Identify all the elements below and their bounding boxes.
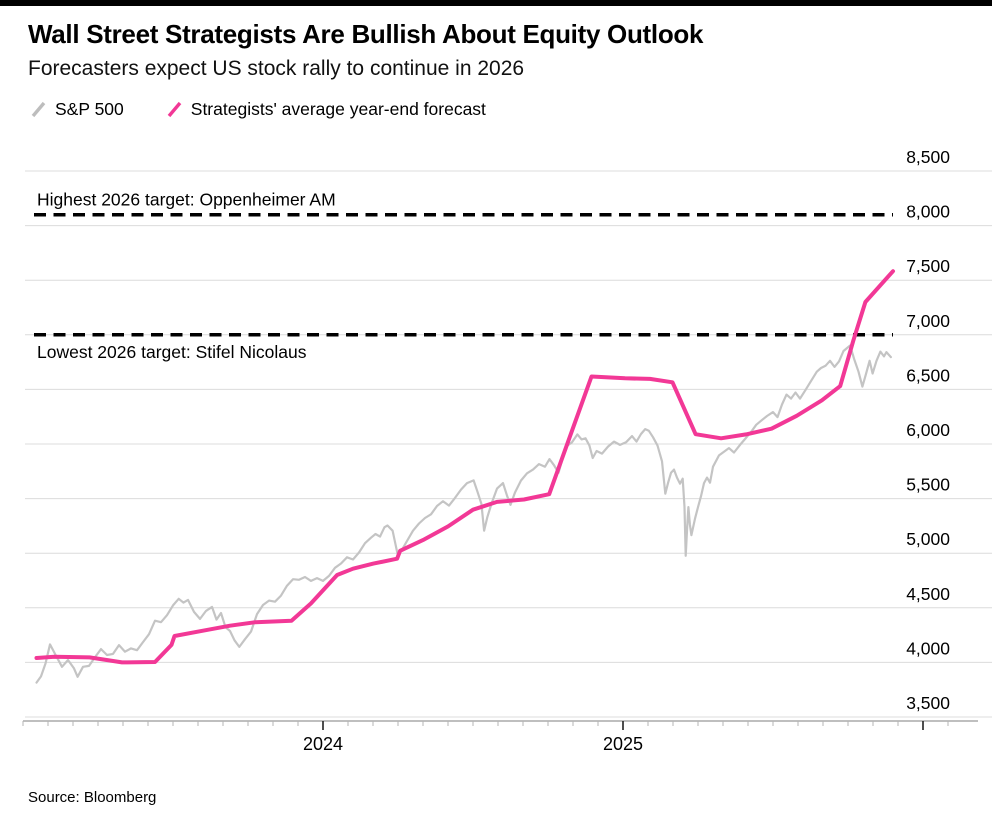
y-axis-label: 6,000: [906, 420, 950, 440]
target-annotation: Highest 2026 target: Oppenheimer AM: [37, 190, 336, 210]
y-axis-label: 4,000: [906, 638, 950, 658]
legend: S&P 500 Strategists' average year-end fo…: [30, 99, 486, 120]
top-rule: [0, 0, 992, 6]
sp500-slash-icon: [31, 101, 46, 118]
forecast-slash-icon: [167, 101, 182, 118]
y-axis-label: 5,000: [906, 529, 950, 549]
page-subtitle: Forecasters expect US stock rally to con…: [28, 57, 525, 80]
y-axis-label: 5,500: [906, 475, 950, 495]
y-axis-label: 4,500: [906, 584, 950, 604]
y-axis-label: 6,500: [906, 365, 950, 385]
source-text: Source: Bloomberg: [28, 789, 157, 806]
legend-label-sp500: S&P 500: [55, 99, 124, 119]
legend-item-sp500: S&P 500: [30, 99, 124, 120]
page-title: Wall Street Strategists Are Bullish Abou…: [28, 19, 704, 49]
forecast-line: [34, 269, 895, 665]
y-axis-label: 8,500: [906, 147, 950, 167]
target-annotation: Lowest 2026 target: Stifel Nicolaus: [37, 342, 307, 362]
legend-label-forecast: Strategists' average year-end forecast: [190, 99, 486, 119]
y-axis-label: 7,500: [906, 256, 950, 276]
y-axis-label: 8,000: [906, 202, 950, 222]
sp500-line: [35, 344, 893, 684]
y-axis-label: 3,500: [906, 693, 950, 713]
y-axis-label: 7,000: [906, 311, 950, 331]
legend-item-forecast: Strategists' average year-end forecast: [166, 99, 486, 120]
x-axis-label: 2024: [303, 734, 343, 754]
x-axis-label: 2025: [603, 734, 643, 754]
